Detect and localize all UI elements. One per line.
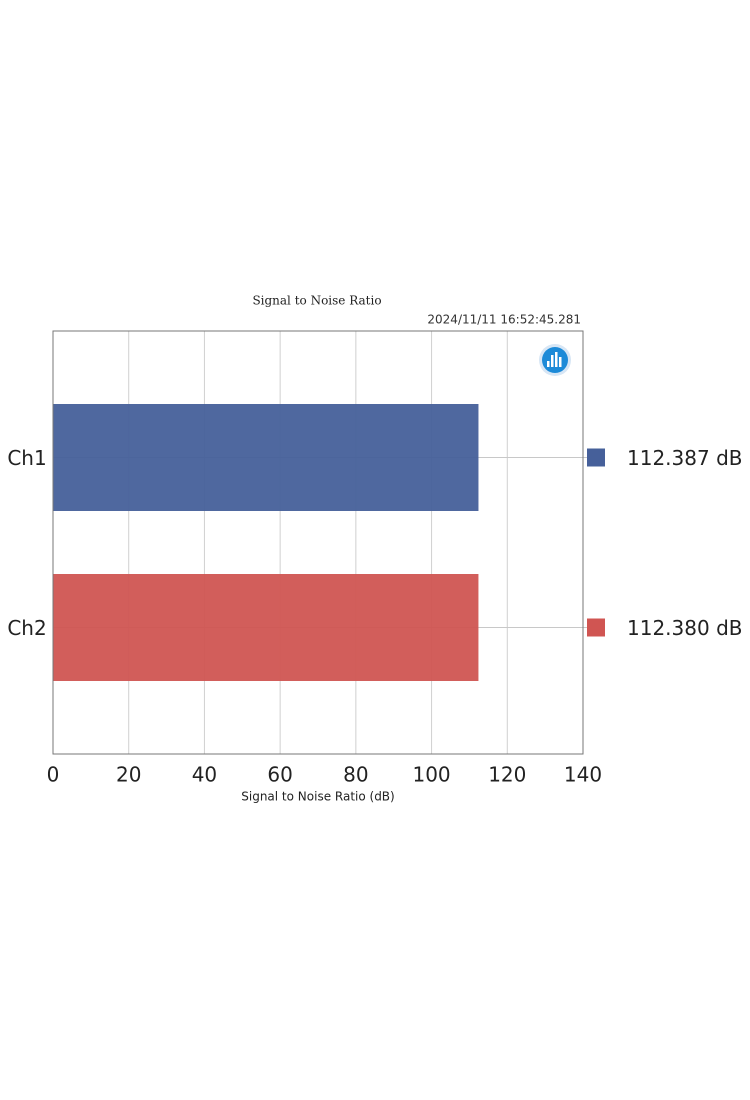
plot-border — [52, 330, 584, 755]
chart-title: Signal to Noise Ratio — [252, 294, 381, 308]
x-tick-label: 60 — [267, 763, 292, 787]
x-tick-label: 140 — [564, 763, 602, 787]
plot-area: 0 20 40 60 80 100 120 140 Ch1 112.387 dB Ch2 112.38… — [7, 330, 742, 787]
y-tick-label: Ch2 — [7, 616, 46, 640]
timestamp: 2024/11/11 16:52:45.281 — [427, 313, 581, 327]
x-tick-label: 40 — [192, 763, 217, 787]
x-tick-label: 0 — [47, 763, 60, 787]
y-tick-label: Ch1 — [7, 446, 46, 470]
logo-icon — [539, 344, 571, 376]
x-axis-label: Signal to Noise Ratio (dB) — [241, 790, 394, 804]
x-tick-label: 80 — [343, 763, 368, 787]
plot-frame — [53, 331, 583, 754]
bar — [53, 574, 479, 681]
legend-swatch — [587, 618, 605, 637]
x-tick-label: 100 — [412, 763, 450, 787]
bar — [53, 404, 479, 511]
value-label: 112.380 dB — [627, 616, 742, 640]
x-tick-label: 120 — [488, 763, 526, 787]
x-tick-label: 20 — [116, 763, 141, 787]
legend-swatch — [587, 448, 605, 467]
value-label: 112.387 dB — [627, 446, 742, 470]
